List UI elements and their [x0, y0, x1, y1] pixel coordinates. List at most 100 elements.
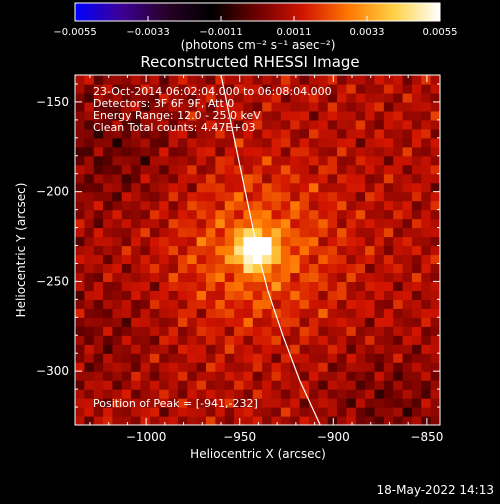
heatmap-cell — [168, 407, 179, 417]
heatmap-cell — [393, 137, 404, 148]
heatmap-cell — [159, 173, 170, 184]
heatmap-cell — [430, 362, 440, 372]
heatmap-cell — [308, 362, 319, 372]
heatmap-cell — [327, 398, 338, 408]
heatmap-cell — [365, 236, 376, 247]
heatmap-cell — [159, 263, 170, 274]
heatmap-cell — [393, 326, 404, 336]
heatmap-cell — [252, 218, 263, 229]
heatmap-cell — [262, 182, 273, 193]
heatmap-cell — [430, 182, 440, 193]
heatmap-cell — [421, 173, 432, 184]
heatmap-cell — [206, 227, 216, 238]
heatmap-cell — [308, 128, 319, 139]
heatmap-cell — [337, 92, 348, 103]
heatmap-cell — [374, 353, 385, 363]
heatmap-cell — [355, 416, 366, 425]
heatmap-cell — [355, 173, 366, 184]
heatmap-cell — [327, 254, 338, 265]
heatmap-cell — [112, 173, 123, 184]
heatmap-cell — [168, 155, 179, 166]
heatmap-cell — [206, 389, 216, 399]
heatmap-cell — [365, 416, 376, 425]
heatmap-cell — [337, 227, 348, 238]
heatmap-cell — [252, 299, 263, 309]
heatmap-cell — [224, 317, 235, 327]
heatmap-cell — [75, 101, 85, 112]
heatmap-cell — [234, 92, 245, 103]
heatmap-cell — [84, 245, 95, 256]
heatmap-cell — [262, 164, 273, 175]
heatmap-cell — [177, 191, 188, 202]
heatmap-cell — [206, 119, 216, 130]
heatmap-cell — [84, 344, 95, 354]
heatmap-cell — [224, 83, 235, 94]
heatmap-cell — [374, 191, 385, 202]
heatmap-cell — [299, 371, 310, 381]
heatmap-cell — [224, 191, 235, 202]
heatmap-cell — [318, 155, 329, 166]
heatmap-cell — [393, 200, 404, 211]
heatmap-cell — [402, 173, 413, 184]
heatmap-cell — [93, 272, 104, 283]
heatmap-cell — [262, 236, 273, 247]
heatmap-cell — [215, 326, 226, 336]
heatmap-cell — [430, 380, 440, 390]
heatmap-cell — [243, 353, 254, 363]
heatmap-cell — [393, 92, 404, 103]
heatmap-cell — [84, 371, 95, 381]
heatmap-cell — [290, 137, 301, 148]
heatmap-cell — [234, 335, 245, 345]
y-tick-label: −150 — [36, 95, 69, 109]
heatmap-cell — [159, 326, 170, 336]
heatmap-cell — [196, 236, 207, 247]
heatmap-cell — [308, 75, 319, 85]
heatmap-cell — [411, 317, 422, 327]
heatmap-cell — [327, 353, 338, 363]
heatmap-cell — [149, 407, 160, 417]
heatmap-cell — [393, 281, 404, 291]
heatmap-cell — [149, 416, 160, 425]
heatmap-cell — [337, 164, 348, 175]
heatmap-cell — [206, 371, 216, 381]
heatmap-cell — [393, 164, 404, 175]
heatmap-cell — [383, 344, 394, 354]
heatmap-cell — [187, 164, 198, 175]
heatmap-cell — [411, 146, 422, 157]
heatmap-cell — [318, 398, 329, 408]
heatmap-cell — [112, 101, 123, 112]
heatmap-cell — [187, 137, 198, 148]
heatmap-cell — [206, 200, 216, 211]
heatmap-cell — [262, 371, 273, 381]
heatmap-cell — [168, 218, 179, 229]
heatmap-cell — [346, 75, 357, 85]
heatmap-cell — [224, 308, 235, 318]
heatmap-cell — [159, 290, 170, 300]
heatmap-cell — [383, 263, 394, 274]
heatmap-cell — [140, 290, 151, 300]
heatmap-cell — [131, 110, 142, 121]
heatmap-cell — [411, 416, 422, 425]
heatmap-cell — [149, 344, 160, 354]
heatmap-cell — [430, 128, 440, 139]
heatmap-cell — [215, 299, 226, 309]
heatmap-cell — [140, 272, 151, 283]
heatmap-cell — [224, 353, 235, 363]
heatmap-cell — [121, 236, 132, 247]
heatmap-cell — [177, 173, 188, 184]
heatmap-cell — [159, 119, 170, 130]
heatmap-cell — [262, 227, 273, 238]
heatmap-cell — [121, 101, 132, 112]
heatmap-cell — [365, 371, 376, 381]
heatmap-cell — [140, 299, 151, 309]
heatmap-cell — [121, 218, 132, 229]
heatmap-cell — [308, 290, 319, 300]
heatmap-cell — [243, 164, 254, 175]
heatmap-cell — [280, 164, 291, 175]
heatmap-cell — [206, 263, 216, 274]
heatmap-cell — [103, 308, 114, 318]
heatmap-cell — [131, 326, 142, 336]
heatmap-cell — [131, 398, 142, 408]
heatmap-cell — [290, 344, 301, 354]
heatmap-cell — [308, 344, 319, 354]
